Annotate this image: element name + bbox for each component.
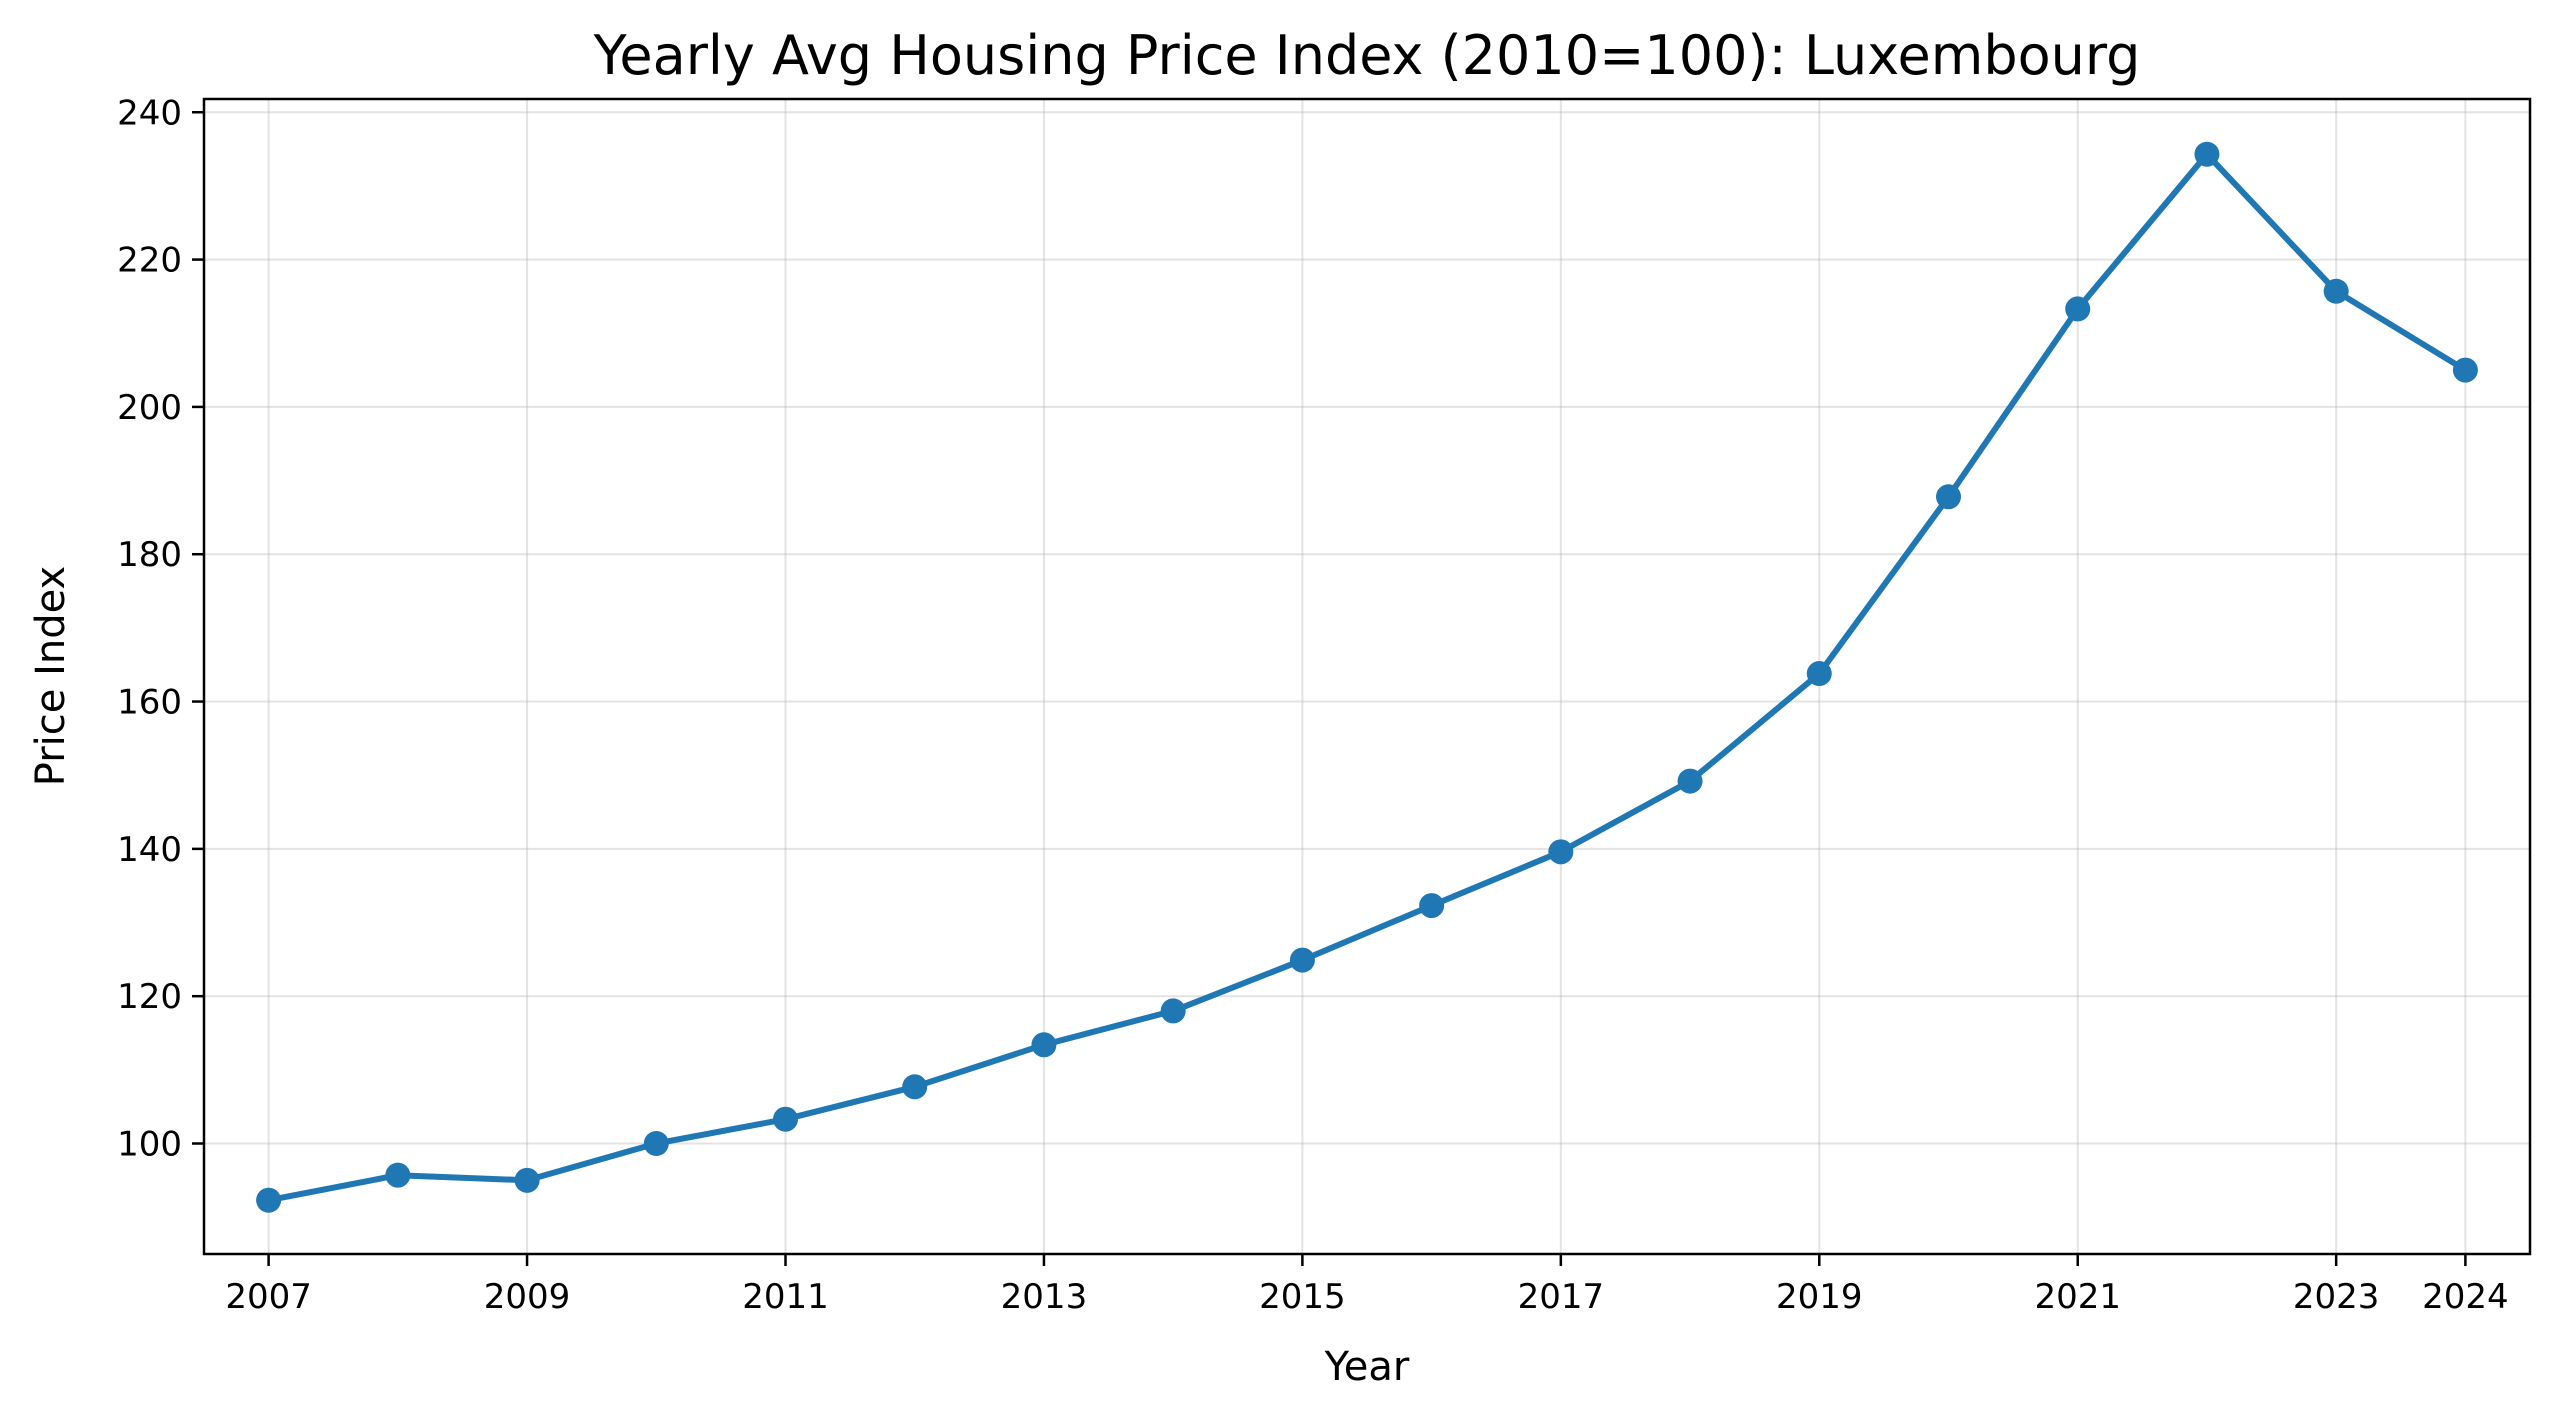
data-point-2016	[1419, 893, 1445, 919]
x-tick-label: 2009	[484, 1277, 571, 1317]
data-point-2009	[514, 1167, 540, 1193]
y-tick-label: 100	[117, 1125, 182, 1165]
data-point-2014	[1160, 998, 1186, 1024]
x-tick-label: 2011	[742, 1277, 829, 1317]
y-tick-label: 240	[117, 93, 182, 133]
tick-layer: 2007 2009 2011 2013 2015 2017 2019 2021 2023 2024…	[117, 93, 2509, 1317]
data-point-2011	[773, 1106, 798, 1132]
series-layer	[256, 141, 2478, 1213]
data-point-2020	[1936, 484, 1961, 510]
x-tick-label: 2023	[2293, 1277, 2380, 1317]
data-point-2008	[385, 1162, 411, 1188]
grid-layer	[204, 99, 2530, 1254]
x-tick-label: 2021	[2034, 1277, 2121, 1317]
y-tick-label: 180	[117, 535, 182, 575]
data-point-2010	[643, 1131, 669, 1157]
plot-area-frame	[202, 97, 2532, 1256]
y-tick-label: 160	[117, 683, 182, 723]
data-point-2007	[256, 1187, 282, 1213]
y-axis-label: Price Index	[28, 566, 74, 786]
y-tick-label: 220	[117, 241, 182, 281]
data-point-2024	[2452, 357, 2478, 383]
data-point-2017	[1548, 839, 1574, 865]
chart-title: Yearly Avg Housing Price Index (2010=100…	[593, 24, 2141, 87]
data-point-2012	[902, 1074, 928, 1100]
series-line	[265, 151, 2469, 1204]
y-tick-label: 200	[117, 388, 182, 428]
y-tick-label: 120	[117, 977, 182, 1017]
x-tick-label: 2019	[1776, 1277, 1863, 1317]
x-axis-label: Year	[1324, 1344, 1410, 1390]
x-tick-label: 2024	[2422, 1277, 2509, 1317]
y-tick-label: 140	[117, 830, 182, 870]
data-point-2019	[1806, 661, 1832, 687]
data-point-2023	[2323, 278, 2349, 304]
data-point-2021	[2065, 296, 2091, 322]
x-tick-label: 2015	[1259, 1277, 1346, 1317]
x-tick-label: 2013	[1001, 1277, 1088, 1317]
x-tick-label: 2007	[225, 1277, 312, 1317]
data-point-2015	[1289, 947, 1315, 973]
x-tick-label: 2017	[1518, 1277, 1605, 1317]
data-point-2022	[2194, 141, 2220, 167]
data-point-2018	[1677, 768, 1703, 794]
data-point-2013	[1031, 1032, 1057, 1058]
